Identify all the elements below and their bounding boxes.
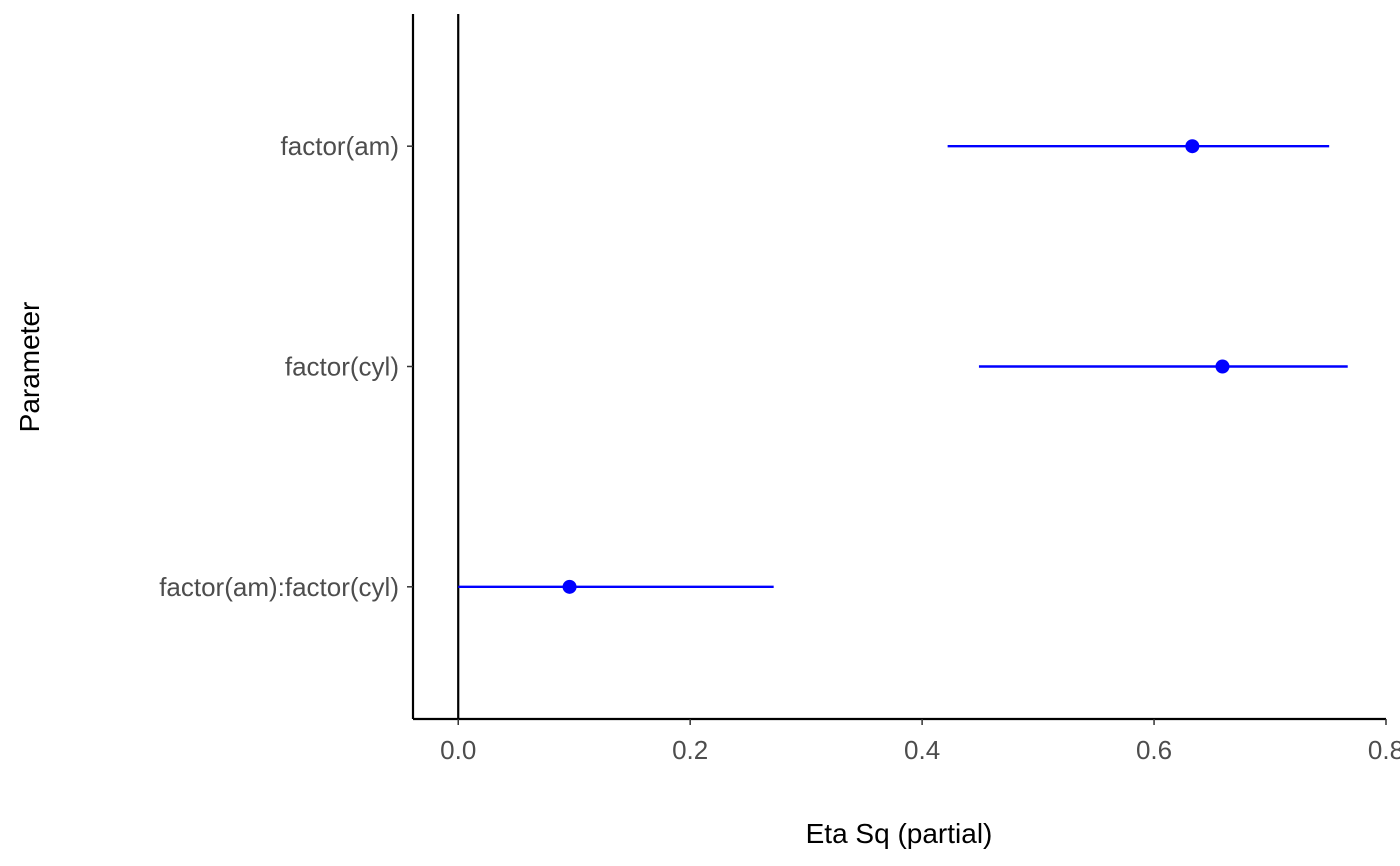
y-tick-label: factor(am) (281, 131, 399, 161)
x-axis-ticks: 0.0 0.2 0.4 0.6 0.8 (440, 719, 1400, 765)
estimate-point (562, 579, 577, 594)
x-tick-label: 0.2 (672, 735, 708, 765)
x-tick-label: 0.4 (904, 735, 940, 765)
x-tick-label: 0.8 (1368, 735, 1400, 765)
estimate-point (1185, 139, 1200, 154)
x-axis-title: Eta Sq (partial) (806, 818, 993, 849)
x-tick-label: 0.0 (440, 735, 476, 765)
plot-marks (457, 14, 1348, 719)
estimate-point (1215, 359, 1230, 374)
y-tick-label: factor(am):factor(cyl) (159, 572, 399, 602)
y-axis-title: Parameter (14, 302, 45, 433)
y-tick-label: factor(cyl) (285, 352, 399, 382)
y-axis-ticks: factor(am) factor(cyl) factor(am):factor(c… (159, 131, 413, 602)
x-tick-label: 0.6 (1136, 735, 1172, 765)
